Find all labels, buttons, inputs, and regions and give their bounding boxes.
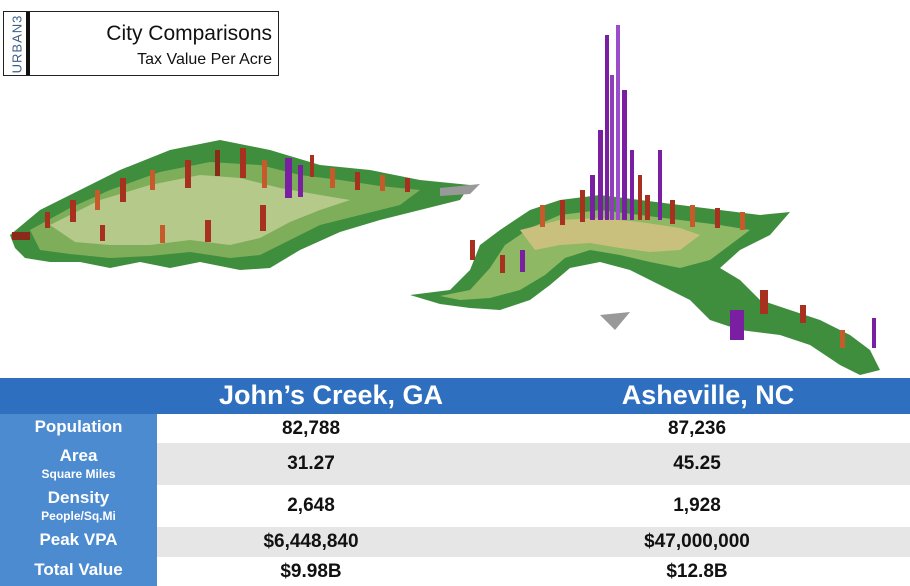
- row-cells: 31.27 45.25: [157, 443, 910, 485]
- row-label: Peak VPA: [0, 527, 157, 557]
- brand-strip: URBAN3: [4, 12, 30, 75]
- row-label-text: Population: [34, 417, 123, 436]
- row-label-text: Peak VPA: [39, 530, 118, 549]
- value-johns-creek: 2,648: [287, 495, 335, 516]
- city-header-asheville: Asheville, NC: [621, 380, 795, 410]
- title-box: URBAN3 City Comparisons Tax Value Per Ac…: [3, 11, 279, 76]
- page-subtitle: Tax Value Per Acre: [137, 51, 272, 68]
- value-asheville: 1,928: [673, 495, 721, 516]
- row-cells: $6,448,840 $47,000,000: [157, 527, 910, 557]
- value-johns-creek: $6,448,840: [263, 531, 359, 552]
- value-johns-creek: 82,788: [281, 417, 341, 439]
- row-cells: 82,788 87,236: [157, 414, 910, 443]
- brand-logo: URBAN3: [9, 14, 25, 74]
- table-row-population: Population 82,788 87,236: [0, 414, 910, 443]
- value-asheville: $12.8B: [666, 560, 728, 582]
- row-label: Total Value: [0, 557, 157, 586]
- value-asheville: 87,236: [667, 417, 727, 439]
- value-maps: [10, 25, 880, 410]
- value-johns-creek: 31.27: [287, 453, 335, 474]
- page-title: City Comparisons: [106, 22, 272, 45]
- table-row-total-value: Total Value $9.98B $12.8B: [0, 557, 910, 586]
- table-row-peak-vpa: Peak VPA $6,448,840 $47,000,000: [0, 527, 910, 557]
- row-label-text: Total Value: [34, 560, 123, 579]
- city-header-johns-creek: John’s Creek, GA: [218, 380, 444, 410]
- asheville-map: [410, 25, 880, 410]
- johns-creek-map: [10, 140, 480, 270]
- row-label-text: Area: [59, 446, 98, 465]
- table-header: John’s Creek, GA Asheville, NC: [0, 378, 910, 414]
- row-cells: 2,648 1,928: [157, 485, 910, 527]
- row-label: Area Square Miles: [0, 443, 157, 485]
- row-cells: $9.98B $12.8B: [157, 557, 910, 586]
- row-label: Density People/Sq.Mi: [0, 485, 157, 527]
- row-label-text: Density: [47, 488, 110, 507]
- row-sublabel-text: Square Miles: [41, 467, 116, 481]
- value-asheville: $47,000,000: [644, 531, 750, 552]
- table-row-area: Area Square Miles 31.27 45.25: [0, 443, 910, 485]
- row-label: Population: [0, 414, 157, 443]
- row-sublabel-text: People/Sq.Mi: [41, 509, 116, 523]
- value-johns-creek: $9.98B: [280, 560, 342, 582]
- comparison-table: John’s Creek, GA Asheville, NC Populatio…: [0, 378, 910, 586]
- table-row-density: Density People/Sq.Mi 2,648 1,928: [0, 485, 910, 527]
- value-asheville: 45.25: [673, 453, 721, 474]
